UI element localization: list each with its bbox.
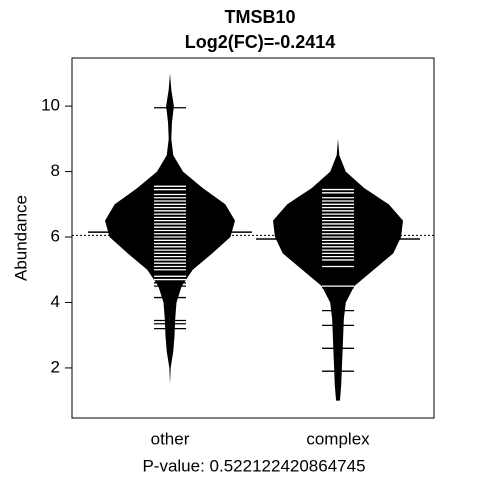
y-tick-label: 6 (51, 227, 60, 246)
y-tick-label: 4 (51, 292, 60, 311)
y-tick-label: 8 (51, 161, 60, 180)
chart-subtitle: Log2(FC)=-0.2414 (185, 32, 336, 52)
chart-title: TMSB10 (224, 7, 295, 27)
x-tick-label: other (151, 429, 190, 448)
y-tick-label: 2 (51, 357, 60, 376)
y-axis-label: Abundance (11, 195, 30, 281)
plot-frame (71, 57, 435, 419)
x-axis-label: P-value: 0.522122420864745 (142, 456, 365, 475)
x-tick-label: complex (306, 429, 370, 448)
y-tick-label: 10 (41, 96, 60, 115)
